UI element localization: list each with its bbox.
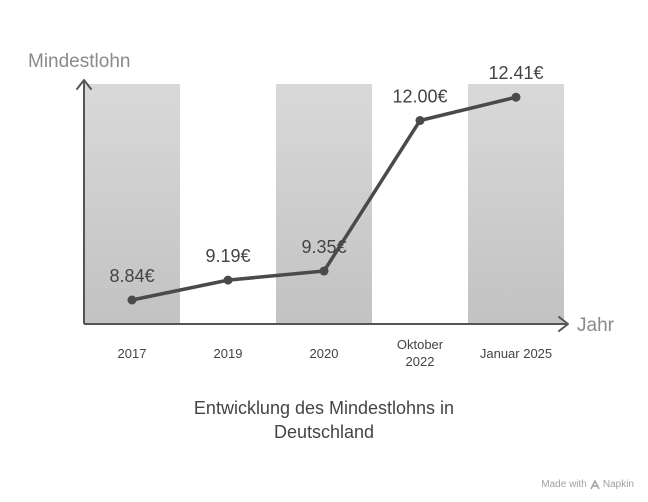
x-tick-label: 2019 (214, 346, 243, 361)
napkin-watermark: Made with Napkin (541, 479, 634, 490)
data-point (223, 275, 233, 285)
data-point (511, 92, 521, 102)
data-label: 9.35€ (301, 237, 346, 257)
column-band (84, 84, 180, 324)
data-label: 12.00€ (392, 87, 447, 107)
data-label: 8.84€ (109, 266, 154, 286)
x-tick-label: 2017 (118, 346, 147, 361)
x-axis-arrow (558, 316, 569, 332)
x-tick-label: 2020 (310, 346, 339, 361)
data-point (127, 295, 137, 305)
x-tick-label: Oktober 2022 (397, 337, 444, 369)
data-label: 9.19€ (205, 246, 250, 266)
column-band (468, 84, 564, 324)
line-chart: Mindestlohn Jahr 2017 2019 2020 Oktober 2022… (28, 51, 615, 369)
chart-title-line: Deutschland (273, 422, 375, 442)
napkin-brand-text: Napkin (602, 479, 634, 490)
chart-title: Entwicklung des Mindestlohns in Deutschl… (0, 396, 648, 444)
y-axis-title: Mindestlohn (28, 51, 130, 72)
y-axis-arrow (76, 79, 92, 90)
x-axis-title: Jahr (577, 315, 615, 336)
x-tick-label: Januar 2025 (480, 346, 552, 361)
column-band (276, 84, 372, 324)
data-label: 12.41€ (488, 63, 543, 83)
napkin-logo-icon (590, 479, 600, 489)
chart-title-line: Entwicklung des Mindestlohns in (193, 398, 455, 418)
made-with-text: Made with (541, 479, 587, 490)
data-point (319, 266, 329, 276)
data-point (415, 116, 425, 126)
